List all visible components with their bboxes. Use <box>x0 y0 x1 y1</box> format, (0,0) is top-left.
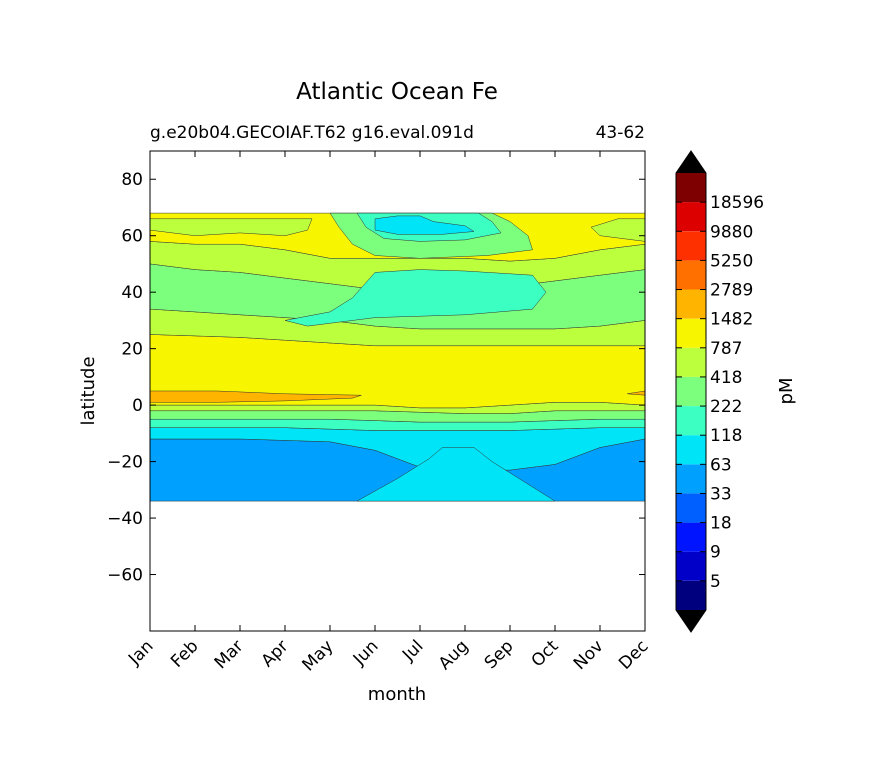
x-tick-label: Aug <box>435 636 473 674</box>
colorbar-segment <box>676 260 706 290</box>
colorbar-segment <box>676 202 706 232</box>
x-axis-label: month <box>368 684 426 705</box>
y-axis: 80 60 40 20 0 −20 −40 −60 <box>107 170 645 586</box>
colorbar-tick-label: 787 <box>710 339 742 359</box>
colorbar-segment <box>676 376 706 406</box>
colorbar-frame <box>675 150 707 633</box>
x-tick-label: Oct <box>528 636 563 671</box>
contour-patch-118-222-mid <box>284 269 547 327</box>
colorbar-segment <box>676 406 706 436</box>
colorbar-tick-label: 9880 <box>710 222 753 242</box>
colorbar-segment <box>676 318 706 348</box>
colorbar-tick-label: 2789 <box>710 281 753 301</box>
y-tick-label: 20 <box>121 340 143 360</box>
chart-subtitle-left: g.e20b04.GECOIAF.T62 g16.eval.091d <box>150 123 474 143</box>
x-tick-label: Nov <box>570 636 608 674</box>
colorbar-tick-label: 418 <box>710 368 742 388</box>
y-tick-label: −20 <box>107 453 143 473</box>
y-tick-label: 40 <box>121 283 143 303</box>
y-tick-label: 60 <box>121 227 143 247</box>
contour-patch-418-787-dec <box>590 218 645 242</box>
x-tick-label: Jan <box>124 636 157 669</box>
colorbar-extend-low <box>676 610 706 632</box>
y-tick-label: −60 <box>107 566 143 586</box>
y-tick-label: 80 <box>121 170 143 190</box>
colorbar-segment <box>676 522 706 552</box>
colorbar-tick-label: 1482 <box>710 310 753 330</box>
y-tick-label: 0 <box>132 396 143 416</box>
colorbar-tick-label: 222 <box>710 397 742 417</box>
colorbar-extend-high <box>676 151 706 173</box>
x-tick-label: Jul <box>398 636 427 665</box>
colorbar-segment <box>676 580 706 610</box>
x-tick-label: Feb <box>167 636 202 671</box>
contour-patch-63-118-north <box>374 215 475 235</box>
colorbar-tick-label: 18 <box>710 514 732 534</box>
x-tick-label: Apr <box>258 636 293 671</box>
chart-title: Atlantic Ocean Fe <box>296 79 498 105</box>
x-tick-label: Sep <box>481 636 518 673</box>
x-tick-label: Dec <box>615 636 652 673</box>
y-tick-label: −40 <box>107 509 143 529</box>
colorbar-tick-label: 18596 <box>710 193 764 213</box>
contour-patch-1482-2789-east <box>626 390 645 396</box>
contour-patch-63-118-south <box>356 447 556 502</box>
x-tick-label: May <box>299 636 338 675</box>
colorbar-tick-label: 63 <box>710 455 732 475</box>
colorbar-segment <box>676 289 706 319</box>
contour-patch-418-787-jan <box>150 218 313 236</box>
colorbar-segment <box>676 231 706 261</box>
colorbar-segment <box>676 464 706 494</box>
x-tick-label: Jun <box>349 636 383 670</box>
colorbar-tick-label: 5250 <box>710 251 753 271</box>
plot-frame <box>149 150 646 632</box>
y-axis-label: latitude <box>78 356 99 425</box>
plot-area <box>150 151 645 631</box>
contour-patch-1482-2789-west <box>150 390 362 403</box>
colorbar: 5 9 18 33 63 118 222 418 787 1482 2789 5250 9880 1859… <box>675 150 764 633</box>
x-tick-label: Mar <box>211 636 248 673</box>
colorbar-tick-label: 33 <box>710 484 732 504</box>
colorbar-tick-label: 118 <box>710 426 742 446</box>
chart-subtitle-right: 43-62 <box>596 123 645 143</box>
colorbar-segment <box>676 173 706 203</box>
colorbar-segment <box>676 551 706 581</box>
colorbar-tick-label: 9 <box>710 543 721 563</box>
contour-fills <box>150 212 645 502</box>
colorbar-label: pM <box>776 378 797 405</box>
colorbar-segment <box>676 493 706 523</box>
colorbar-segment <box>676 435 706 465</box>
colorbar-segment <box>676 347 706 377</box>
colorbar-tick-label: 5 <box>710 572 721 592</box>
